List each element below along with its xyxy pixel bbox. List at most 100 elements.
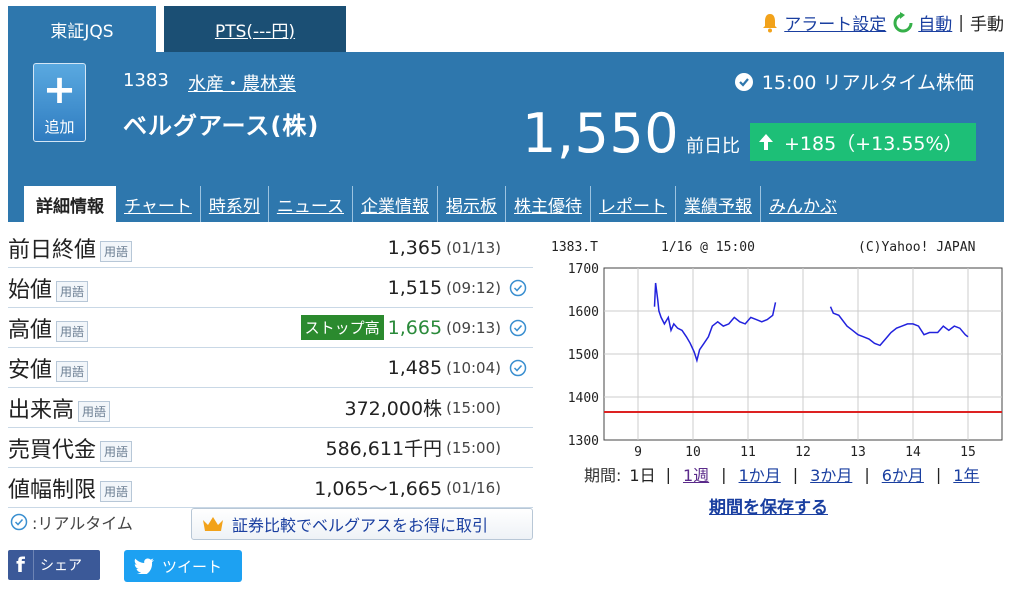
row-low: 安値 用語 1,485 (10:04) bbox=[8, 348, 533, 388]
row-value: 1,065～1,665 bbox=[314, 478, 443, 500]
realtime-note: :リアルタイム bbox=[10, 510, 133, 534]
current-price: 1,550 bbox=[522, 102, 680, 165]
x-tick-label: 9 bbox=[634, 445, 642, 460]
subnav-forecast[interactable]: 業績予報 bbox=[675, 186, 760, 222]
row-trading-value: 売買代金 用語 586,611千円 (15:00) bbox=[8, 428, 533, 468]
y-tick-label: 1700 bbox=[568, 262, 599, 277]
market-tabs: 東証JQS PTS(---円) bbox=[8, 6, 346, 52]
period-separator: | bbox=[935, 464, 942, 484]
realtime-text: 15:00 リアルタイム株価 bbox=[761, 72, 974, 94]
period-1year[interactable]: 1年 bbox=[953, 466, 980, 485]
row-price-limit: 値幅制限 用語 1,065～1,665 (01/16) bbox=[8, 468, 533, 508]
share-label: シェア bbox=[40, 558, 82, 574]
save-period-link[interactable]: 期間を保存する bbox=[709, 498, 828, 518]
sub-navigation: 詳細情報 チャート 時系列 ニュース 企業情報 掲示板 株主優待 レポート 業績… bbox=[8, 186, 1004, 222]
subnav-timeseries[interactable]: 時系列 bbox=[199, 186, 268, 222]
row-label: 値幅制限 bbox=[8, 477, 97, 503]
row-time: (09:12) bbox=[446, 278, 501, 297]
x-tick-label: 15 bbox=[960, 445, 976, 460]
industry-link[interactable]: 水産・農林業 bbox=[188, 74, 296, 95]
realtime-note-text: :リアルタイム bbox=[32, 514, 133, 533]
term-link[interactable]: 用語 bbox=[100, 481, 133, 502]
auto-refresh-link[interactable]: 自動 bbox=[918, 15, 953, 35]
row-value: 1,515 bbox=[387, 276, 443, 299]
term-link[interactable]: 用語 bbox=[56, 321, 89, 342]
price-line-segment-2 bbox=[829, 306, 969, 347]
row-value: 586,611千円 bbox=[325, 438, 443, 460]
y-axis-ticks: 1700 1600 1500 1400 1300 bbox=[568, 262, 599, 449]
subnav-detail[interactable]: 詳細情報 bbox=[24, 186, 116, 222]
plus-icon: + bbox=[42, 67, 77, 113]
company-name: ベルグアース(株) bbox=[123, 112, 320, 140]
row-time: (10:04) bbox=[446, 358, 501, 377]
x-tick-label: 11 bbox=[740, 445, 756, 460]
intraday-chart: 1383.T 1/16 @ 15:00 (C)Yahoo! JAPAN 1700… bbox=[546, 232, 1011, 462]
period-6months[interactable]: 6か月 bbox=[881, 466, 924, 485]
term-link[interactable]: 用語 bbox=[100, 241, 133, 262]
chart-copyright: (C)Yahoo! JAPAN bbox=[858, 240, 975, 255]
facebook-icon: f bbox=[8, 550, 34, 580]
clock-icon bbox=[509, 359, 527, 376]
period-3months[interactable]: 3か月 bbox=[810, 466, 853, 485]
row-label: 売買代金 bbox=[8, 437, 97, 463]
row-value: 372,000株 bbox=[344, 398, 443, 420]
add-portfolio-button[interactable]: + 追加 bbox=[33, 63, 86, 142]
term-link[interactable]: 用語 bbox=[56, 361, 89, 382]
period-label: 期間: bbox=[584, 466, 622, 485]
twitter-bird-icon bbox=[134, 558, 154, 574]
separator: | bbox=[958, 12, 964, 33]
chart-svg: 1383.T 1/16 @ 15:00 (C)Yahoo! JAPAN 1700… bbox=[551, 240, 1003, 460]
clock-icon bbox=[509, 279, 527, 296]
manual-refresh[interactable]: 手動 bbox=[970, 15, 1004, 35]
realtime-label: 15:00 リアルタイム株価 bbox=[734, 68, 974, 95]
prev-compare-label: 前日比 bbox=[686, 136, 740, 157]
broker-compare-label: 証券比較でベルグアスをお得に取引 bbox=[232, 516, 489, 535]
row-prev-close: 前日終値 用語 1,365 (01/13) bbox=[8, 228, 533, 268]
y-tick-label: 1500 bbox=[568, 348, 599, 363]
term-link[interactable]: 用語 bbox=[100, 441, 133, 462]
x-tick-label: 10 bbox=[685, 445, 701, 460]
crown-icon bbox=[203, 517, 223, 531]
period-1month[interactable]: 1か月 bbox=[738, 466, 781, 485]
term-link[interactable]: 用語 bbox=[78, 401, 111, 422]
clock-icon bbox=[10, 513, 28, 531]
price-series bbox=[653, 282, 969, 364]
subnav-chart[interactable]: チャート bbox=[124, 196, 192, 217]
subnav-report[interactable]: レポート bbox=[590, 186, 675, 222]
tab-tse-jqs[interactable]: 東証JQS bbox=[8, 6, 156, 52]
x-tick-label: 13 bbox=[850, 445, 866, 460]
price-line-segment-1 bbox=[653, 282, 777, 364]
period-selector: 期間: 1日 | 1週 | 1か月 | 3か月 | 6か月 | 1年 bbox=[584, 462, 985, 486]
row-value: 1,365 bbox=[387, 236, 443, 259]
bell-icon bbox=[763, 13, 778, 32]
subnav-benefits[interactable]: 株主優待 bbox=[505, 186, 590, 222]
period-1week[interactable]: 1週 bbox=[682, 466, 710, 485]
alert-settings-link[interactable]: アラート設定 bbox=[784, 15, 887, 35]
x-axis-ticks: 9 10 11 12 13 14 15 bbox=[634, 445, 976, 460]
period-separator: | bbox=[721, 464, 727, 484]
subnav-board[interactable]: 掲示板 bbox=[437, 186, 505, 222]
subnav-news[interactable]: ニュース bbox=[267, 186, 352, 222]
period-separator: | bbox=[864, 464, 870, 484]
tab-pts[interactable]: PTS(---円) bbox=[164, 6, 346, 52]
row-label: 前日終値 bbox=[8, 237, 97, 263]
subnav-minkabu[interactable]: みんかぶ bbox=[760, 186, 845, 222]
row-time: (15:00) bbox=[446, 398, 501, 417]
term-link[interactable]: 用語 bbox=[56, 281, 89, 302]
y-tick-label: 1400 bbox=[568, 391, 599, 406]
tweet-button[interactable]: ツイート bbox=[124, 550, 242, 582]
price-change-text: +185（+13.55%） bbox=[784, 132, 963, 155]
row-time: (01/13) bbox=[446, 238, 501, 257]
broker-compare-button[interactable]: 証券比較でベルグアスをお得に取引 bbox=[191, 508, 533, 540]
x-tick-label: 14 bbox=[905, 445, 921, 460]
subnav-company[interactable]: 企業情報 bbox=[352, 186, 437, 222]
clock-icon bbox=[509, 319, 527, 336]
y-tick-label: 1300 bbox=[568, 434, 599, 449]
row-label: 始値 bbox=[8, 277, 53, 303]
price-change-badge: +185（+13.55%） bbox=[750, 123, 976, 161]
period-separator: | bbox=[792, 464, 799, 484]
stop-high-badge: ストップ高 bbox=[300, 315, 384, 340]
facebook-share-button[interactable]: f シェア bbox=[8, 550, 100, 580]
row-label: 高値 bbox=[8, 317, 53, 343]
row-time: (15:00) bbox=[446, 438, 501, 457]
